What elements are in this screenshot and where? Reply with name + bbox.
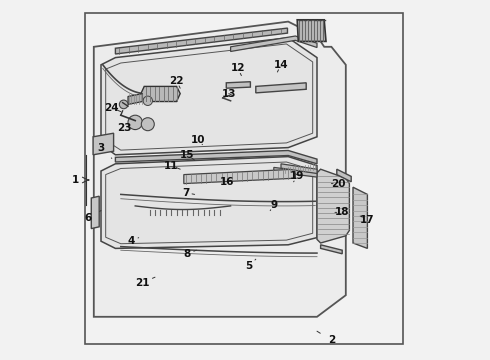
Text: 15: 15 [180, 150, 195, 160]
Text: 19: 19 [290, 171, 304, 182]
Polygon shape [94, 22, 346, 317]
Polygon shape [91, 196, 99, 229]
Polygon shape [101, 38, 317, 155]
Text: 24: 24 [104, 103, 121, 113]
Polygon shape [141, 86, 180, 102]
Text: 11: 11 [164, 161, 180, 171]
Circle shape [141, 118, 154, 131]
Polygon shape [116, 150, 317, 164]
Text: 8: 8 [184, 249, 196, 259]
Polygon shape [231, 36, 317, 51]
Text: 21: 21 [135, 277, 155, 288]
Polygon shape [128, 94, 143, 104]
Text: 2: 2 [317, 331, 335, 345]
Text: 4: 4 [128, 236, 139, 246]
Text: 12: 12 [231, 63, 245, 76]
Polygon shape [274, 167, 317, 177]
Polygon shape [116, 28, 288, 54]
Bar [85, 13, 403, 344]
Polygon shape [256, 83, 306, 93]
Circle shape [120, 100, 128, 109]
Text: 14: 14 [274, 60, 288, 72]
Text: 17: 17 [360, 215, 375, 225]
Text: 1: 1 [72, 175, 88, 185]
Polygon shape [101, 157, 317, 248]
Polygon shape [281, 164, 317, 174]
Polygon shape [226, 82, 250, 88]
Text: 20: 20 [331, 179, 346, 189]
Text: 18: 18 [335, 207, 349, 217]
Circle shape [143, 96, 152, 105]
Text: 13: 13 [221, 89, 236, 99]
Text: 5: 5 [245, 259, 256, 271]
Polygon shape [317, 169, 349, 243]
Text: 6: 6 [85, 211, 101, 223]
Text: 7: 7 [182, 188, 195, 198]
Text: 10: 10 [191, 135, 205, 145]
Text: 3: 3 [98, 143, 112, 158]
Circle shape [128, 115, 143, 130]
Text: 22: 22 [170, 76, 184, 88]
Text: 16: 16 [220, 177, 234, 187]
Polygon shape [337, 169, 351, 182]
Polygon shape [353, 187, 368, 248]
Polygon shape [93, 133, 114, 155]
Polygon shape [320, 245, 342, 254]
Text: 23: 23 [117, 123, 135, 133]
Text: 9: 9 [270, 200, 277, 211]
Polygon shape [297, 20, 326, 41]
Polygon shape [184, 169, 295, 184]
